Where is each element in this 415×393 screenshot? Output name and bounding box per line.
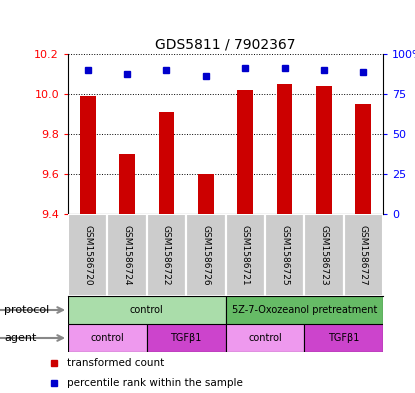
Bar (265, 214, 304, 296)
Text: GSM1586721: GSM1586721 (241, 225, 250, 285)
Bar (119, 154, 135, 214)
Bar (355, 104, 371, 214)
Bar (198, 174, 214, 214)
Text: GSM1586726: GSM1586726 (201, 225, 210, 285)
Text: transformed count: transformed count (67, 358, 165, 368)
Bar (225, 296, 383, 324)
Bar (304, 214, 344, 296)
Text: GSM1586722: GSM1586722 (162, 225, 171, 285)
Text: 5Z-7-Oxozeanol pretreatment: 5Z-7-Oxozeanol pretreatment (232, 305, 377, 315)
Bar (304, 324, 383, 352)
Bar (225, 214, 265, 296)
Text: TGFβ1: TGFβ1 (328, 333, 359, 343)
Bar (316, 86, 332, 214)
Bar (68, 214, 107, 296)
Text: GSM1586724: GSM1586724 (122, 225, 132, 285)
Bar (237, 90, 253, 214)
Bar (80, 96, 95, 214)
Text: TGFβ1: TGFβ1 (171, 333, 202, 343)
Text: agent: agent (4, 333, 37, 343)
Text: control: control (130, 305, 164, 315)
Text: control: control (248, 333, 282, 343)
Text: GSM1586725: GSM1586725 (280, 225, 289, 285)
Bar (107, 214, 147, 296)
Text: GSM1586720: GSM1586720 (83, 225, 92, 285)
Bar (277, 84, 293, 214)
Bar (186, 214, 225, 296)
Bar (159, 112, 174, 214)
Bar (68, 324, 147, 352)
Text: percentile rank within the sample: percentile rank within the sample (67, 378, 243, 388)
Text: control: control (90, 333, 124, 343)
Bar (147, 324, 225, 352)
Text: protocol: protocol (4, 305, 49, 315)
Text: GSM1586727: GSM1586727 (359, 225, 368, 285)
Bar (68, 296, 225, 324)
Text: GSM1586723: GSM1586723 (320, 225, 328, 285)
Title: GDS5811 / 7902367: GDS5811 / 7902367 (155, 37, 296, 51)
Bar (147, 214, 186, 296)
Bar (225, 324, 304, 352)
Bar (344, 214, 383, 296)
